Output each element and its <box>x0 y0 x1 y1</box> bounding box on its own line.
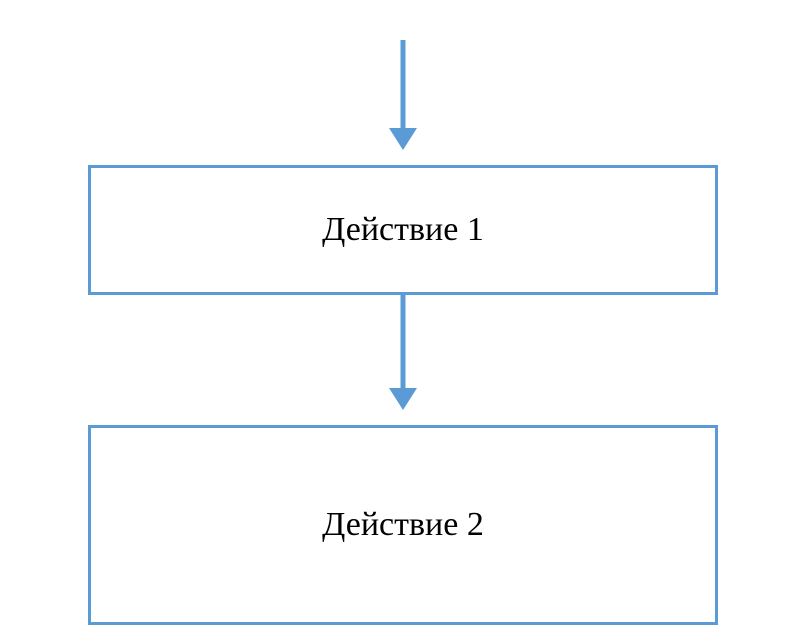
action-2-box: Действие 2 <box>88 425 718 625</box>
flow-arrow-2 <box>389 295 417 410</box>
flowchart-container: Действие 1 Действие 2 <box>0 0 807 625</box>
action-1-box: Действие 1 <box>88 165 718 295</box>
action-1-label: Действие 1 <box>322 211 484 249</box>
action-2-label: Действие 2 <box>322 506 484 544</box>
flow-arrow-1 <box>389 40 417 150</box>
